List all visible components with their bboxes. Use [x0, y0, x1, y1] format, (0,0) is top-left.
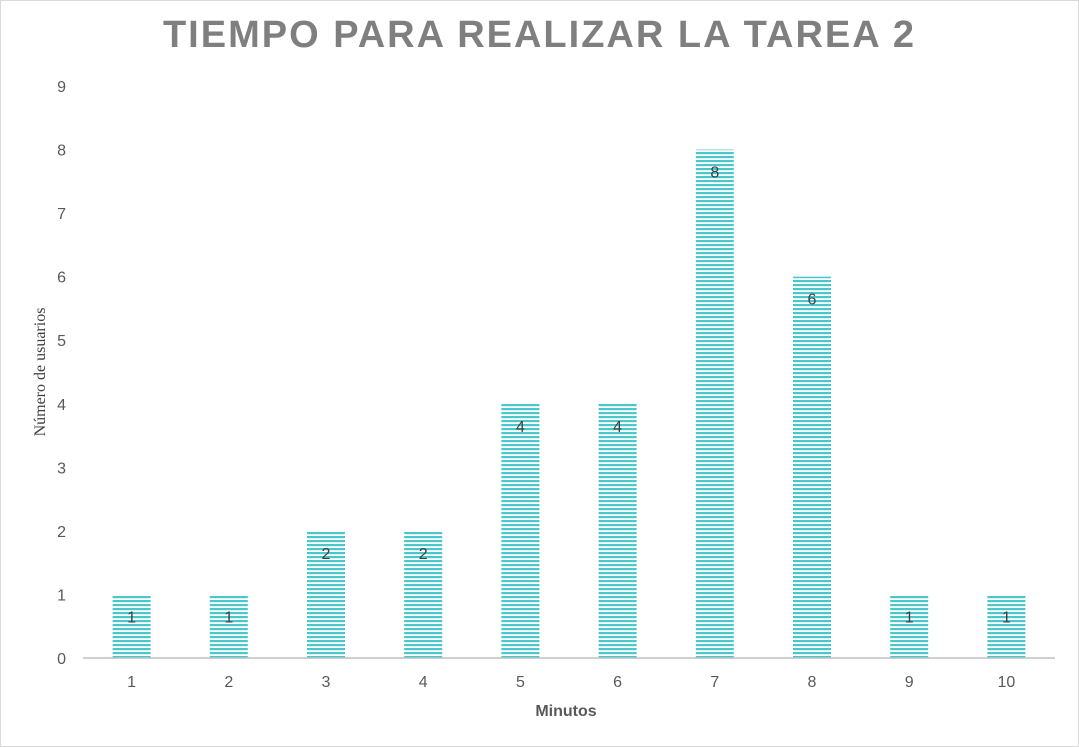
x-tick-label: 4 — [419, 674, 428, 691]
x-tick-label: 2 — [224, 674, 233, 691]
y-tick-label: 6 — [57, 270, 66, 287]
x-tick-label: 10 — [998, 674, 1016, 691]
bar — [890, 594, 929, 658]
data-label: 4 — [613, 419, 622, 436]
y-tick-label: 5 — [57, 333, 66, 350]
bar — [695, 149, 734, 659]
bars — [112, 149, 1026, 659]
data-label: 2 — [322, 546, 331, 563]
data-label: 1 — [1002, 609, 1011, 626]
data-label: 6 — [808, 292, 817, 309]
y-axis-ticks: 0 1 2 3 4 5 6 7 8 9 — [57, 79, 66, 668]
y-tick-label: 0 — [57, 651, 66, 668]
y-tick-label: 9 — [57, 79, 66, 96]
x-tick-label: 5 — [516, 674, 525, 691]
data-label: 8 — [710, 165, 719, 182]
x-tick-label: 6 — [613, 674, 622, 691]
y-tick-label: 7 — [57, 206, 66, 223]
y-tick-label: 8 — [57, 143, 66, 160]
y-axis-label: Número de usuarios — [32, 308, 49, 437]
x-tick-label: 9 — [905, 674, 914, 691]
bar — [501, 403, 540, 658]
x-tick-label: 7 — [710, 674, 719, 691]
y-tick-label: 2 — [57, 524, 66, 541]
data-label: 1 — [127, 609, 136, 626]
bar — [404, 530, 443, 658]
bar — [112, 594, 151, 658]
x-axis-ticks: 1 2 3 4 5 6 7 8 9 10 — [127, 674, 1015, 691]
bar — [209, 594, 248, 658]
data-label: 4 — [516, 419, 525, 436]
y-tick-label: 1 — [57, 587, 66, 604]
chart-title: TIEMPO PARA REALIZAR LA TAREA 2 — [162, 14, 917, 56]
data-label: 1 — [224, 609, 233, 626]
data-label: 1 — [905, 609, 914, 626]
y-tick-label: 3 — [57, 460, 66, 477]
x-axis-label: Minutos — [535, 703, 596, 720]
x-tick-label: 8 — [808, 674, 817, 691]
x-tick-label: 1 — [127, 674, 136, 691]
bar — [598, 403, 637, 658]
data-labels: 1 1 2 2 4 4 8 6 1 1 — [127, 165, 1011, 627]
bar — [307, 530, 345, 658]
data-label: 2 — [419, 546, 428, 563]
x-tick-label: 3 — [322, 674, 331, 691]
y-tick-label: 4 — [57, 397, 66, 414]
bar — [987, 594, 1026, 658]
bar — [793, 276, 831, 658]
